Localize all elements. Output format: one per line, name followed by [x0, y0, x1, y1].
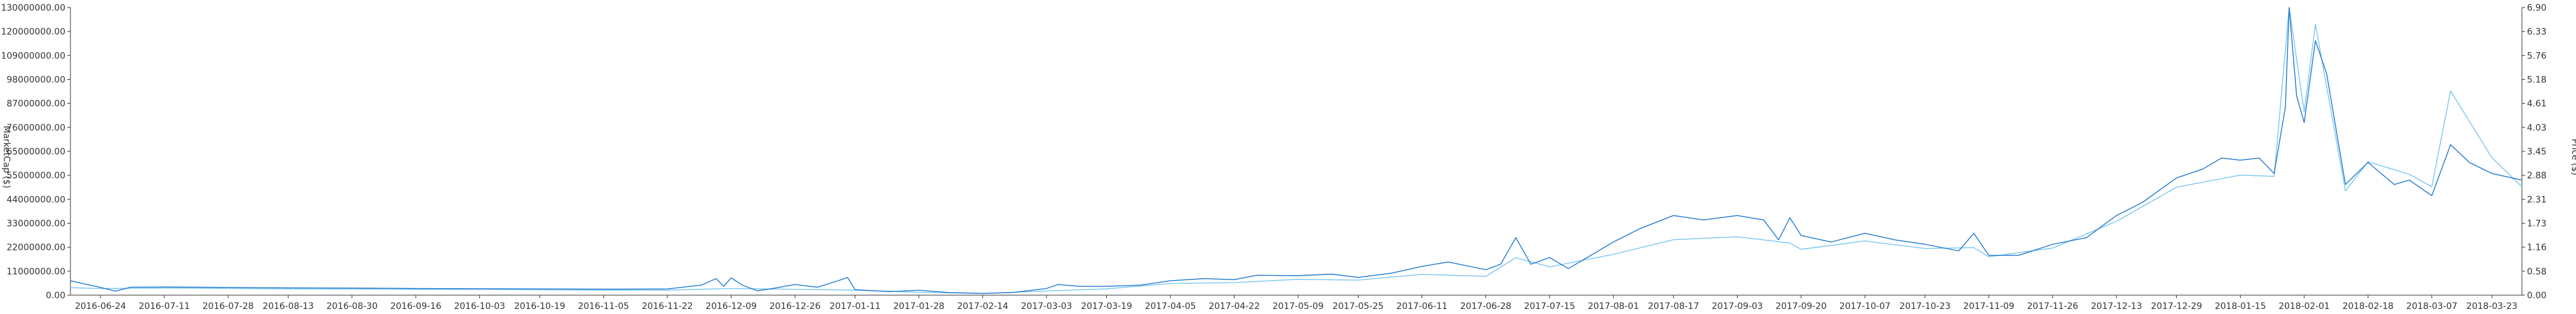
x-tick-label: 2016-07-28 — [203, 301, 253, 311]
y-left-tick-label: 33000000.00 — [6, 219, 65, 229]
x-tick-label: 2017-08-01 — [1588, 301, 1639, 311]
x-tick-label: 2018-03-23 — [2467, 301, 2518, 311]
y-right-tick-label: 6.90 — [2527, 3, 2546, 13]
x-tick-label: 2017-03-19 — [1081, 301, 1132, 311]
series-layer — [70, 7, 2523, 294]
x-tick-label: 2017-07-15 — [1524, 301, 1575, 311]
y-right-tick-label: 6.33 — [2527, 27, 2546, 37]
y-left-tick-label: 65000000.00 — [6, 147, 65, 157]
y-left-tick-label: 55000000.00 — [6, 171, 65, 181]
x-tick-label: 2017-09-20 — [1775, 301, 1826, 311]
x-tick-label: 2017-08-17 — [1648, 301, 1699, 311]
axes-layer: 0.00 11000000.00 22000000.00 33000000.00 440… — [1, 3, 2547, 311]
x-tick-label: 2017-12-29 — [2151, 301, 2202, 311]
y-left-tick-label: 109000000.00 — [1, 51, 65, 61]
x-tick-label: 2018-01-15 — [2215, 301, 2266, 311]
x-tick-label: 2017-10-07 — [1840, 301, 1890, 311]
y-right-tick-label: 1.73 — [2527, 219, 2546, 229]
y-right-tick-label: 2.88 — [2527, 171, 2546, 181]
x-tick-label: 2017-11-26 — [2027, 301, 2078, 311]
y-left-tick-label: 98000000.00 — [6, 75, 65, 85]
x-tick-label: 2017-05-25 — [1333, 301, 1384, 311]
x-tick-label: 2016-11-05 — [578, 301, 629, 311]
x-tick-label: 2017-01-28 — [893, 301, 944, 311]
x-tick-label: 2016-11-22 — [641, 301, 692, 311]
x-tick-label: 2017-12-13 — [2091, 301, 2142, 311]
y-left-axis-title: MarketCap ($) — [1, 126, 11, 188]
x-tick-label: 2016-10-19 — [514, 301, 565, 311]
x-tick-label: 2017-01-11 — [830, 301, 880, 311]
x-tick-label: 2017-06-11 — [1396, 301, 1447, 311]
x-tick-label: 2016-06-24 — [75, 301, 126, 311]
x-tick-label: 2018-02-18 — [2343, 301, 2394, 311]
x-tick-label: 2017-06-28 — [1460, 301, 1511, 311]
x-tick-label: 2017-03-03 — [1021, 301, 1072, 311]
x-tick-label: 2017-10-23 — [1899, 301, 1950, 311]
x-tick-label: 2017-05-09 — [1272, 301, 1323, 311]
y-left-tick-label: 11000000.00 — [6, 267, 65, 277]
y-right-tick-label: 4.03 — [2527, 123, 2546, 133]
x-tick-label: 2017-09-03 — [1712, 301, 1763, 311]
y-right-tick-label: 2.31 — [2527, 195, 2546, 205]
y-left-tick-label: 0.00 — [46, 291, 65, 301]
y-right-tick-label: 3.45 — [2527, 147, 2546, 157]
y-left-tick-label: 22000000.00 — [6, 243, 65, 253]
x-tick-label: 2016-07-11 — [139, 301, 190, 311]
x-tick-label: 2017-04-22 — [1209, 301, 1260, 311]
x-tick-label: 2017-11-09 — [1963, 301, 2014, 311]
x-tick-label: 2016-08-30 — [326, 301, 377, 311]
x-tick-label: 2016-12-09 — [706, 301, 757, 311]
x-tick-label: 2018-02-01 — [2279, 301, 2329, 311]
x-tick-label: 2017-02-14 — [957, 301, 1008, 311]
y-right-axis-title: Price ($) — [2570, 139, 2576, 175]
x-tick-label: 2016-09-16 — [390, 301, 441, 311]
x-tick-label: 2016-12-26 — [769, 301, 820, 311]
y-left-tick-label: 87000000.00 — [6, 99, 65, 109]
labels-layer: MarketCap ($) Price ($) — [1, 126, 2576, 188]
y-right-tick-label: 0.58 — [2527, 267, 2546, 277]
y-right-tick-label: 1.16 — [2527, 243, 2546, 253]
price-series-line — [70, 7, 2523, 294]
y-right-tick-label: 5.76 — [2527, 51, 2546, 61]
y-right-tick-label: 4.61 — [2527, 99, 2546, 109]
x-tick-label: 2016-08-13 — [263, 301, 314, 311]
marketcap-series-line — [70, 7, 2523, 294]
x-tick-label: 2018-03-07 — [2406, 301, 2457, 311]
y-left-tick-label: 76000000.00 — [6, 123, 65, 133]
y-right-tick-label: 5.18 — [2527, 75, 2546, 85]
x-tick-label: 2017-04-05 — [1145, 301, 1196, 311]
y-left-tick-label: 44000000.00 — [6, 195, 65, 205]
x-tick-label: 2016-10-03 — [454, 301, 505, 311]
y-right-tick-label: 0.00 — [2527, 291, 2546, 301]
y-left-tick-label: 130000000.00 — [1, 3, 65, 13]
y-left-tick-label: 120000000.00 — [1, 27, 65, 37]
